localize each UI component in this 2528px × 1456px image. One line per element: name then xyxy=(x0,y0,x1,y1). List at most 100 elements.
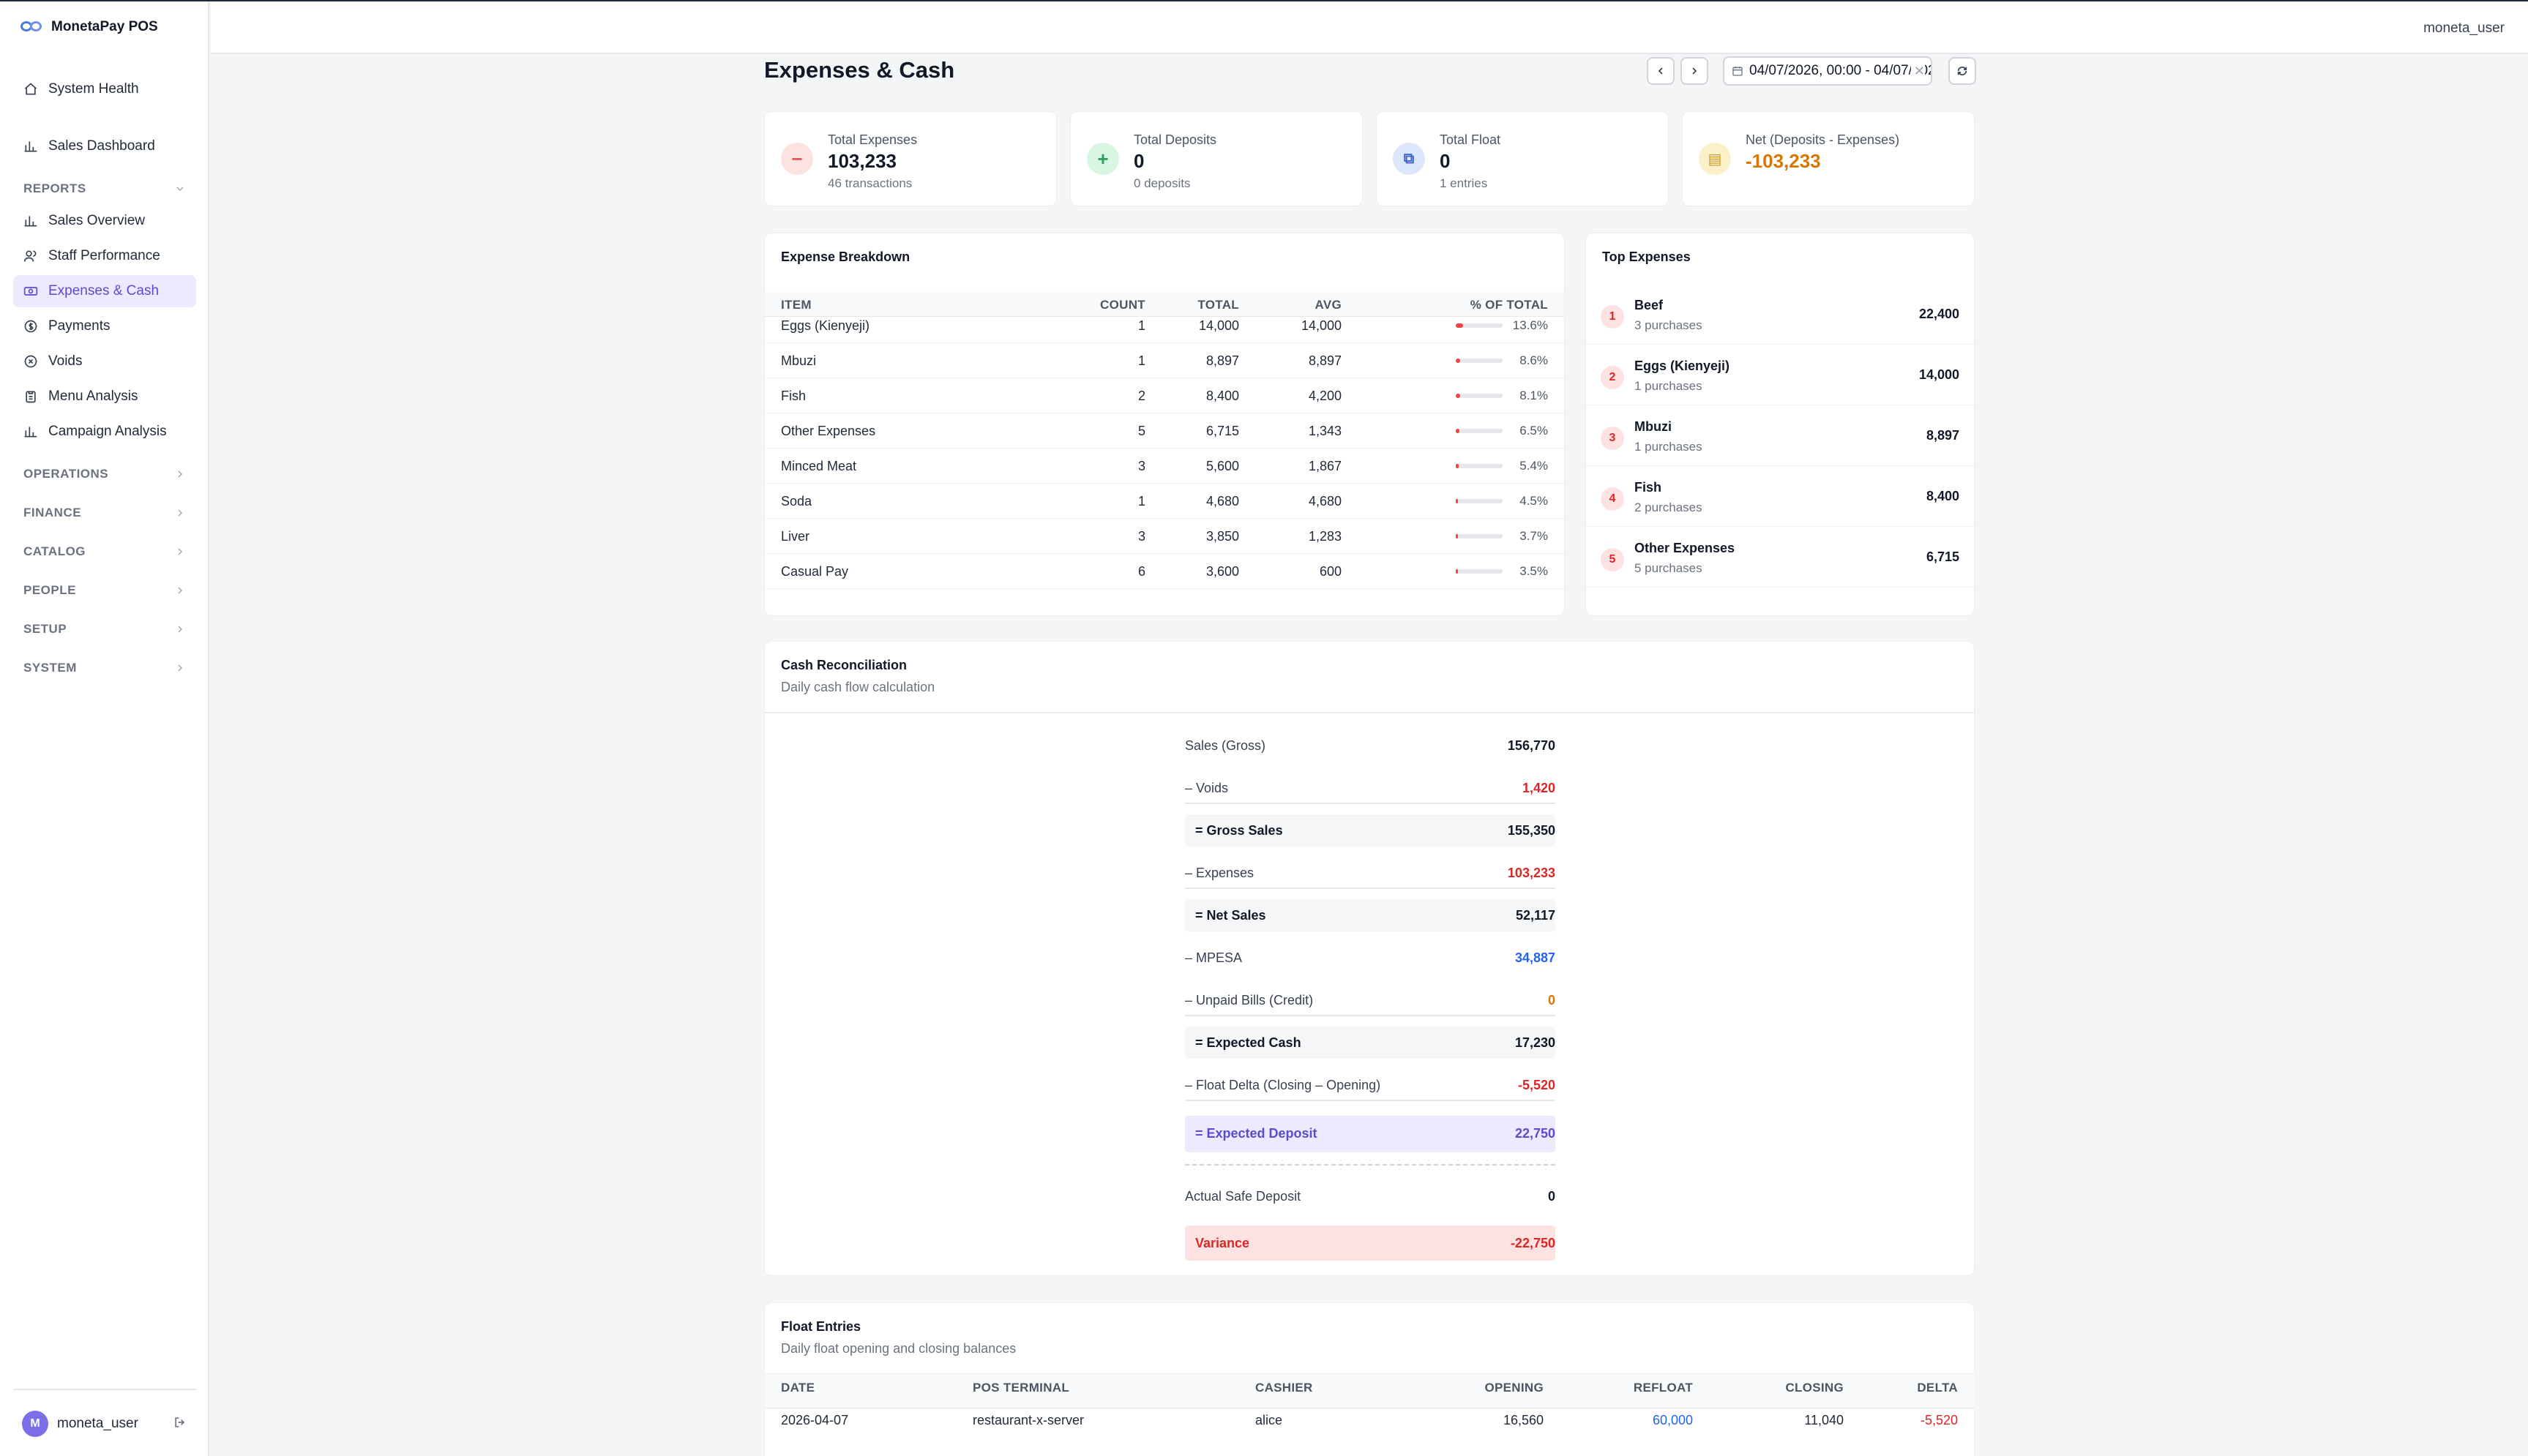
column-header[interactable]: COUNT xyxy=(1100,298,1145,312)
clipboard-icon xyxy=(23,389,38,404)
column-header[interactable]: ITEM xyxy=(781,298,812,312)
chevron-right-icon xyxy=(178,509,182,517)
sidebar-item-sales-overview[interactable]: Sales Overview xyxy=(13,205,196,237)
float-opening: 16,560 xyxy=(1503,1413,1544,1427)
table-row[interactable]: Fish 2 8,400 4,200 8.1% xyxy=(765,378,1564,413)
expense-avg: 1,343 xyxy=(1308,424,1342,438)
float-terminal: restaurant-x-server xyxy=(973,1413,1085,1427)
sidebar-user[interactable]: M moneta_user xyxy=(22,1409,187,1438)
top-expense-name: Beef xyxy=(1634,298,1664,312)
expense-percent: 3.7% xyxy=(1519,529,1548,543)
clear-date-icon[interactable]: ✕ xyxy=(1910,64,1925,79)
top-expense-amount: 6,715 xyxy=(1926,549,1959,564)
column-header[interactable]: OPENING xyxy=(1484,1381,1544,1395)
table-row[interactable]: Minced Meat 3 5,600 1,867 5.4% xyxy=(765,449,1564,484)
refresh-button[interactable] xyxy=(1948,57,1976,85)
card-subtitle: Daily cash flow calculation xyxy=(781,680,935,694)
sidebar-item-label: Expenses & Cash xyxy=(48,283,160,299)
sidebar-item-system-health[interactable]: System Health xyxy=(13,73,196,105)
top-expense-amount: 14,000 xyxy=(1918,367,1959,382)
top-expense-amount: 8,400 xyxy=(1926,489,1959,503)
column-header[interactable]: CASHIER xyxy=(1255,1381,1313,1395)
table-row[interactable]: Eggs (Kienyeji) 1 14,000 14,000 13.6% xyxy=(765,308,1564,343)
sidebar-group-catalog[interactable]: CATALOG xyxy=(13,539,196,565)
sidebar-item-sales-dashboard[interactable]: Sales Dashboard xyxy=(13,130,196,162)
list-item[interactable]: 3 Mbuzi 1 purchases 8,897 xyxy=(1586,406,1974,466)
column-header[interactable]: AVG xyxy=(1315,298,1342,312)
list-item[interactable]: 2 Eggs (Kienyeji) 1 purchases 14,000 xyxy=(1586,345,1974,405)
sidebar-item-voids[interactable]: Voids xyxy=(13,345,196,378)
sidebar-group-operations[interactable]: OPERATIONS xyxy=(13,461,196,487)
logout-icon[interactable] xyxy=(173,1415,187,1433)
percent-bar-fill xyxy=(1456,394,1460,398)
reconciliation-value: 1,420 xyxy=(1522,781,1555,795)
table-row[interactable]: Mbuzi 1 8,897 8,897 8.6% xyxy=(765,343,1564,378)
reconciliation-label: = Gross Sales xyxy=(1195,823,1283,838)
percent-bar xyxy=(1456,569,1503,574)
table-row[interactable]: Liver 3 3,850 1,283 3.7% xyxy=(765,519,1564,554)
table-row[interactable]: Casual Pay 6 3,600 600 3.5% xyxy=(765,554,1564,589)
expense-total: 8,400 xyxy=(1205,389,1239,403)
sidebar-item-payments[interactable]: Payments xyxy=(13,310,196,342)
column-header[interactable]: POS TERMINAL xyxy=(973,1381,1070,1395)
infinity-logo-icon xyxy=(20,20,44,34)
expense-percent: 8.6% xyxy=(1519,353,1548,367)
sidebar-group-reports[interactable]: REPORTS xyxy=(13,176,196,202)
app-name: MonetaPay POS xyxy=(51,19,158,34)
sidebar-group-people[interactable]: PEOPLE xyxy=(13,577,196,604)
date-range-picker[interactable]: 04/07/2026, 00:00 - 04/07/2026, 23:59 ✕ xyxy=(1723,56,1932,86)
previous-day-button[interactable] xyxy=(1647,57,1675,85)
expense-percent: 3.5% xyxy=(1519,564,1548,578)
stat-card-total-deposits: + Total Deposits 0 0 deposits xyxy=(1070,111,1363,206)
dollar-circle-icon xyxy=(23,319,38,334)
app-logo[interactable]: MonetaPay POS xyxy=(20,16,158,38)
float-cashier: alice xyxy=(1255,1413,1283,1427)
percent-bar-fill xyxy=(1456,359,1460,363)
column-header[interactable]: REFLOAT xyxy=(1633,1381,1693,1395)
card-title: Top Expenses xyxy=(1602,249,1691,264)
table-row[interactable]: Other Expenses 5 6,715 1,343 6.5% xyxy=(765,413,1564,449)
list-item[interactable]: 1 Beef 3 purchases 22,400 xyxy=(1586,285,1974,345)
float-entries-card: Float Entries Daily float opening and cl… xyxy=(764,1302,1975,1456)
group-label: SYSTEM xyxy=(23,661,77,675)
column-header[interactable]: DATE xyxy=(781,1381,815,1395)
column-header[interactable]: DELTA xyxy=(1917,1381,1958,1395)
bar-chart-icon xyxy=(23,139,38,154)
percent-bar xyxy=(1456,394,1503,398)
sidebar-item-menu-analysis[interactable]: Menu Analysis xyxy=(13,380,196,413)
stat-value: -103,233 xyxy=(1746,150,1821,172)
reconciliation-row: Sales (Gross) 156,770 xyxy=(1185,729,1555,762)
sidebar-item-expenses-cash[interactable]: Expenses & Cash xyxy=(13,275,196,307)
reconciliation-value: 52,117 xyxy=(1515,908,1555,923)
expense-total: 3,600 xyxy=(1205,564,1239,579)
topbar-user-menu[interactable]: moneta_user xyxy=(2423,20,2505,36)
reconciliation-value: 155,350 xyxy=(1507,823,1555,838)
next-day-button[interactable] xyxy=(1680,57,1708,85)
reconciliation-label: – Float Delta (Closing – Opening) xyxy=(1185,1078,1381,1092)
top-expense-count: 2 purchases xyxy=(1634,500,1702,514)
card-title: Float Entries xyxy=(781,1319,861,1334)
column-header[interactable]: % OF TOTAL xyxy=(1470,298,1548,312)
sidebar-group-finance[interactable]: FINANCE xyxy=(13,500,196,526)
sidebar-item-staff-performance[interactable]: Staff Performance xyxy=(13,240,196,272)
percent-bar xyxy=(1456,534,1503,539)
chevron-right-icon xyxy=(178,587,182,594)
sidebar-item-label: Staff Performance xyxy=(48,248,160,263)
sidebar-item-campaign-analysis[interactable]: Campaign Analysis xyxy=(13,416,196,448)
top-expenses-card: Top Expenses 1 Beef 3 purchases 22,400 2 Eggs… xyxy=(1585,233,1975,616)
list-item[interactable]: 4 Fish 2 purchases 8,400 xyxy=(1586,467,1974,527)
percent-bar-fill xyxy=(1456,323,1463,328)
float-refloat: 60,000 xyxy=(1652,1413,1693,1427)
expense-total: 14,000 xyxy=(1198,318,1239,333)
expense-count: 3 xyxy=(1137,459,1145,473)
column-header[interactable]: CLOSING xyxy=(1785,1381,1844,1395)
sidebar-item-label: Sales Dashboard xyxy=(48,138,155,154)
column-header[interactable]: TOTAL xyxy=(1197,298,1239,312)
expense-item: Other Expenses xyxy=(781,424,876,438)
expense-avg: 1,283 xyxy=(1308,529,1342,544)
chevron-right-icon xyxy=(178,664,182,672)
sidebar-group-system[interactable]: SYSTEM xyxy=(13,655,196,681)
sidebar-group-setup[interactable]: SETUP xyxy=(13,616,196,642)
table-row[interactable]: Soda 1 4,680 4,680 4.5% xyxy=(765,484,1564,519)
list-item[interactable]: 5 Other Expenses 5 purchases 6,715 xyxy=(1586,528,1974,588)
